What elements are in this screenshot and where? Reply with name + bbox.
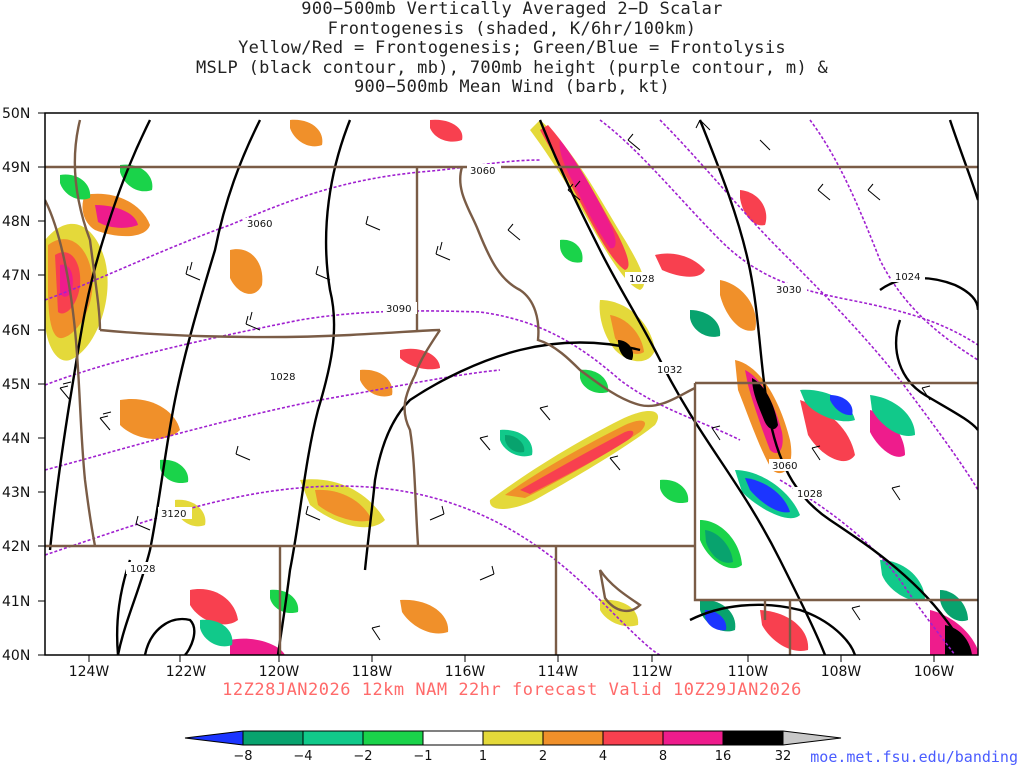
lon-label-124w: 124W [69,664,110,680]
mslp-label-1028-north: 1028 [629,274,654,285]
lat-label-47n: 47N [2,268,30,284]
mslp-label-1028-east: 1028 [797,489,822,500]
mslp-contours [48,119,978,655]
title-line-5: 900−500mb Mean Wind (barb, kt) [353,77,671,97]
lon-label-116w: 116W [445,664,486,680]
latitude-axis: 50N 49N 48N 47N 46N 45N 44N 43N 42N 41N … [2,106,45,664]
lat-label-43n: 43N [2,485,30,501]
height-label-3030: 3030 [776,285,801,296]
height-label-3090: 3090 [386,304,411,315]
colorbar-swatch-1 [243,731,303,745]
colorbar-label-0: −8 [233,749,252,764]
colorbar-label-7: 8 [659,749,667,764]
frontolysis-shading [60,164,968,647]
frontogenesis-shading [45,119,978,655]
title-line-2: Frontogenesis (shaded, K/6hr/100km) [327,18,697,39]
forecast-valid-time: 12Z28JAN2026 12km NAM 22hr forecast Vali… [222,680,802,700]
lat-label-45n: 45N [2,377,30,393]
colorbar-swatch-5 [483,731,543,745]
colorbar-swatch-6 [543,731,603,745]
colorbar-swatch-4 [423,731,483,745]
colorbar-label-1: −4 [293,749,312,764]
height-label-3060-north: 3060 [470,166,495,177]
lon-label-120w: 120W [259,664,300,680]
contour-labels: 1028 1028 1032 1028 1028 1024 3060 3060 … [126,164,925,575]
political-borders [45,119,978,655]
colorbar-swatch-7 [603,731,663,745]
title-line-4: MSLP (black contour, mb), 700mb height (… [195,57,829,78]
height-contours [45,119,978,655]
height-label-3060-east: 3060 [772,461,797,472]
colorbar-swatch-3 [363,731,423,745]
colorbar-label-4: 1 [479,749,487,764]
lat-label-50n: 50N [2,106,30,122]
source-credit-link[interactable]: moe.met.fsu.edu/banding [810,748,1018,766]
mslp-label-1032: 1032 [657,365,682,376]
lon-label-114w: 114W [538,664,579,680]
lon-label-110w: 110W [728,664,769,680]
colorbar-label-5: 2 [539,749,547,764]
lon-label-108w: 108W [821,664,862,680]
colorbar-swatch-8 [663,731,723,745]
colorbar-swatch-2 [303,731,363,745]
lon-label-106w: 106W [914,664,955,680]
colorbar-label-8: 16 [715,749,732,764]
colorbar-label-3: −1 [413,749,432,764]
shading-layer [45,119,978,655]
height-label-3120: 3120 [161,509,186,520]
colorbar-label-9: 32 [775,749,792,764]
wind-barbs [59,119,931,641]
mslp-label-1028-west: 1028 [270,372,295,383]
lat-label-49n: 49N [2,160,30,176]
lon-label-118w: 118W [352,664,393,680]
colorbar-label-2: −2 [353,749,372,764]
lon-label-122w: 122W [166,664,207,680]
longitude-axis: 124W 122W 120W 118W 116W 114W 112W 110W … [69,655,955,680]
lat-label-41n: 41N [2,594,30,610]
colorbar-swatch-10 [783,731,841,745]
lat-label-40n: 40N [2,648,30,664]
lon-label-112w: 112W [632,664,673,680]
mslp-label-1028-southwest: 1028 [130,564,155,575]
colorbar: −8 −4 −2 −1 1 2 4 8 16 32 [184,730,842,764]
lat-label-46n: 46N [2,323,30,339]
colorbar-label-6: 4 [599,749,607,764]
title-line-1: 900−500mb Vertically Averaged 2−D Scalar [301,0,723,19]
lat-label-44n: 44N [2,431,30,447]
colorbar-swatch-9 [723,731,783,745]
lat-label-48n: 48N [2,214,30,230]
lat-label-42n: 42N [2,539,30,555]
mslp-label-1024: 1024 [895,272,920,283]
height-label-3060-west: 3060 [247,219,272,230]
map-title: 900−500mb Vertically Averaged 2−D Scalar… [0,0,1024,98]
colorbar-swatch-0 [185,731,243,745]
title-line-3: Yellow/Red = Frontogenesis; Green/Blue =… [238,38,786,58]
